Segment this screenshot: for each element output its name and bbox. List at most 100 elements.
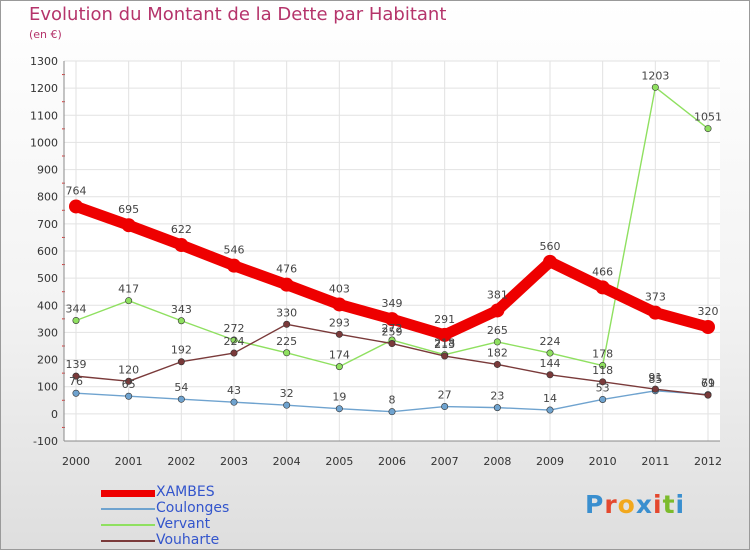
legend-swatch-vervant xyxy=(101,524,155,526)
data-point-vouharte xyxy=(599,378,607,386)
data-label-xambes: 695 xyxy=(118,203,139,216)
data-point-vouharte xyxy=(125,377,133,385)
data-point-coulonges xyxy=(72,389,80,397)
data-label-vervant: 272 xyxy=(382,322,403,335)
legend-label-coulonges: Coulonges xyxy=(156,500,230,516)
data-label-xambes: 349 xyxy=(382,297,403,310)
data-point-coulonges xyxy=(177,395,185,403)
data-point-vouharte xyxy=(335,330,343,338)
data-point-vouharte xyxy=(177,358,185,366)
data-label-vervant: 224 xyxy=(540,335,561,348)
x-tick-label: 2003 xyxy=(220,455,248,468)
y-tick-label: 1300 xyxy=(30,55,58,68)
data-point-xambes xyxy=(543,254,557,269)
data-label-coulonges: 8 xyxy=(389,394,396,407)
data-point-vouharte xyxy=(441,352,449,360)
data-label-xambes: 560 xyxy=(540,240,561,253)
data-point-xambes xyxy=(69,199,83,214)
data-label-xambes: 381 xyxy=(487,288,508,301)
data-point-coulonges xyxy=(493,404,501,412)
data-label-vouharte: 330 xyxy=(276,306,297,319)
data-point-vervant xyxy=(335,363,343,371)
data-label-xambes: 546 xyxy=(224,244,245,257)
data-label-vouharte: 213 xyxy=(434,338,455,351)
x-tick-label: 2009 xyxy=(536,455,564,468)
x-tick-label: 2000 xyxy=(62,455,90,468)
data-point-coulonges xyxy=(125,392,133,400)
data-label-coulonges: 65 xyxy=(122,378,136,391)
data-label-coulonges: 43 xyxy=(227,384,241,397)
data-label-xambes: 466 xyxy=(592,265,613,278)
data-point-vervant xyxy=(651,83,659,91)
x-tick-label: 2011 xyxy=(641,455,669,468)
gridlines xyxy=(64,60,720,442)
logo-letter: r xyxy=(604,490,618,519)
chart-subtitle: (en €) xyxy=(29,28,62,41)
data-label-vervant: 272 xyxy=(224,322,245,335)
data-point-vervant xyxy=(230,336,238,344)
y-tick-label: 400 xyxy=(37,299,58,312)
legend-label-xambes: XAMBES xyxy=(156,484,215,500)
data-label-vouharte: 120 xyxy=(118,363,139,376)
data-label-vervant: 417 xyxy=(118,283,139,296)
data-label-xambes: 764 xyxy=(66,184,87,197)
x-tick-label: 2002 xyxy=(167,455,195,468)
x-tick-label: 2004 xyxy=(273,455,301,468)
data-point-coulonges xyxy=(388,408,396,416)
axes: -100 0 100 200 300 400 500 600 700 800 900 1000 1100… xyxy=(30,55,722,468)
data-point-xambes xyxy=(437,327,452,342)
data-label-xambes: 373 xyxy=(645,291,666,304)
legend-swatch-vouharte xyxy=(101,540,155,542)
data-label-coulonges: 27 xyxy=(438,389,452,402)
data-point-vouharte xyxy=(546,371,554,379)
data-label-vouharte: 224 xyxy=(224,335,245,348)
data-point-xambes xyxy=(227,258,241,273)
data-point-xambes xyxy=(174,238,189,253)
data-label-coulonges: 71 xyxy=(701,377,715,390)
data-label-vervant: 1051 xyxy=(694,111,722,124)
y-tick-label: 600 xyxy=(37,245,58,258)
y-tick-label: 800 xyxy=(37,191,58,204)
data-point-vouharte xyxy=(72,372,80,380)
x-tick-label: 2008 xyxy=(483,455,511,468)
y-tick-label: 700 xyxy=(37,218,58,231)
data-label-vervant: 1203 xyxy=(641,69,669,82)
data-label-xambes: 291 xyxy=(434,313,455,326)
data-label-xambes: 320 xyxy=(698,305,719,318)
x-tick-label: 2006 xyxy=(378,455,406,468)
data-labels: 76 65 54 43 32 19 8 27 23 14 53 85 71 344 417 343 272 225… xyxy=(66,69,723,406)
data-point-coulonges xyxy=(441,403,449,411)
logo-letter: i xyxy=(653,490,663,519)
data-label-coulonges: 32 xyxy=(280,387,294,400)
data-point-xambes xyxy=(121,218,136,233)
x-tick-label: 2005 xyxy=(325,455,353,468)
x-tick-label: 2010 xyxy=(589,455,617,468)
data-label-coulonges: 85 xyxy=(648,373,662,386)
data-label-vouharte: 139 xyxy=(66,358,87,371)
logo-letter: o xyxy=(617,490,636,519)
data-label-coulonges: 76 xyxy=(69,375,83,388)
logo-letter: P xyxy=(585,490,605,519)
data-label-vouharte: 192 xyxy=(171,344,192,357)
y-tick-label: 300 xyxy=(37,326,58,339)
data-point-xambes xyxy=(490,303,505,318)
data-label-vervant: 174 xyxy=(329,349,350,362)
data-point-vouharte xyxy=(704,391,712,399)
y-tick-label: 500 xyxy=(37,272,58,285)
data-label-coulonges: 54 xyxy=(174,381,188,394)
data-point-vervant xyxy=(493,338,501,346)
data-point-xambes xyxy=(332,297,347,312)
data-point-vervant xyxy=(283,349,291,357)
x-tick-label: 2012 xyxy=(694,455,722,468)
data-point-coulonges xyxy=(335,405,343,413)
logo-letter: t xyxy=(662,490,676,519)
data-label-vervant: 178 xyxy=(592,348,613,361)
data-point-xambes xyxy=(648,305,663,320)
data-point-vervant xyxy=(125,297,133,305)
series-layer xyxy=(69,83,715,416)
data-point-coulonges xyxy=(546,406,554,414)
data-point-vouharte xyxy=(230,349,238,357)
logo-letter: x xyxy=(635,490,653,519)
